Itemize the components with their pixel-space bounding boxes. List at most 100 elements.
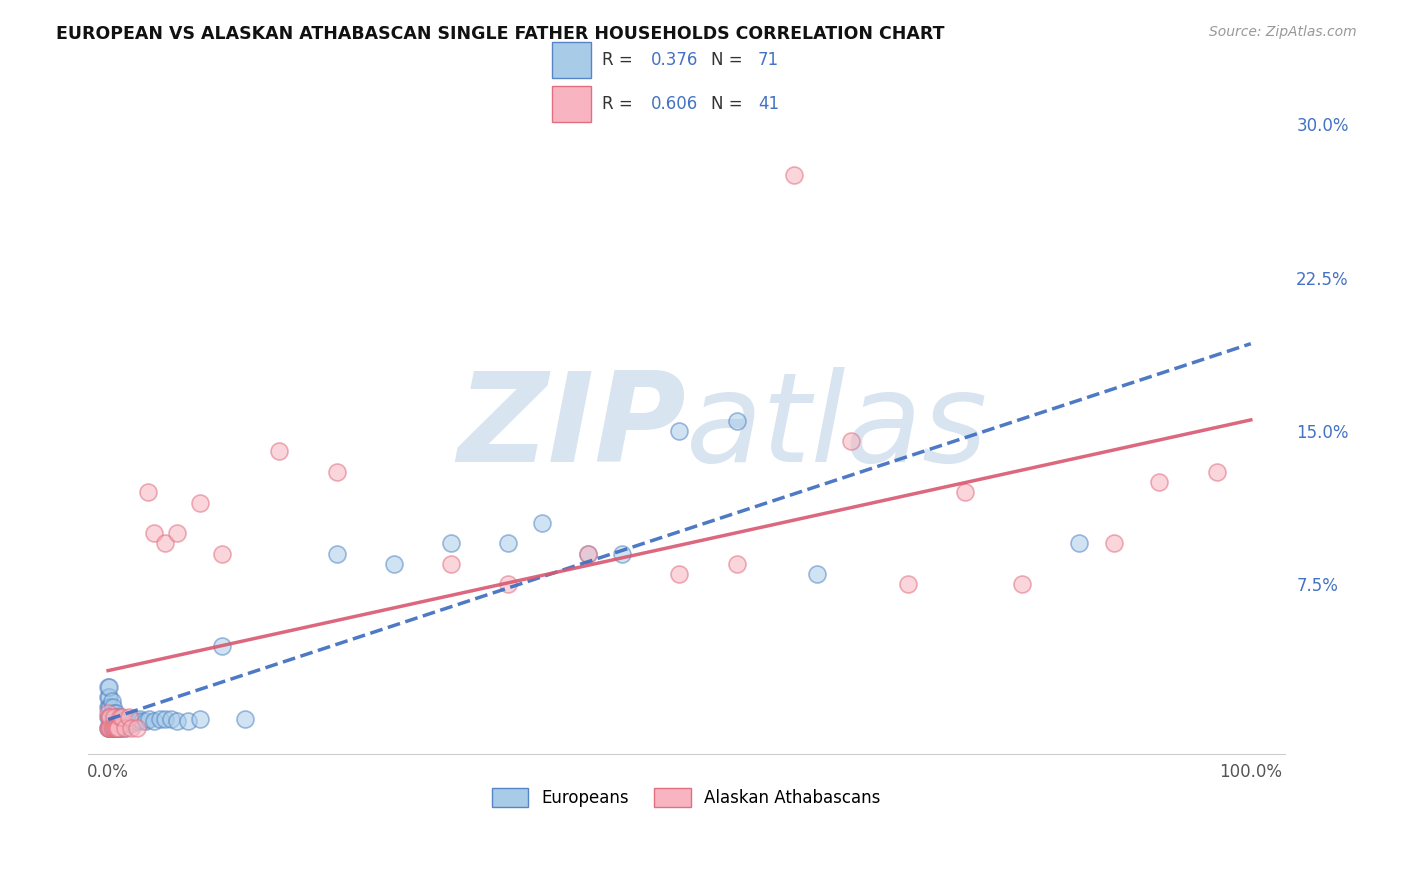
Point [118,710,141,724]
Text: atlas: atlas [686,367,988,488]
Point [806,567,828,582]
Point [382,557,405,571]
Point [1205,465,1227,479]
Point [98,680,121,694]
Bar [553,42,591,78]
Text: R =: R = [602,95,638,113]
Text: EUROPEAN VS ALASKAN ATHABASCAN SINGLE FATHER HOUSEHOLDS CORRELATION CHART: EUROPEAN VS ALASKAN ATHABASCAN SINGLE FA… [56,25,945,43]
Point [496,577,519,591]
Text: R =: R = [602,51,638,69]
Point [105,721,128,735]
Point [105,721,128,735]
Point [100,721,122,735]
Point [188,495,211,509]
Point [98,700,121,714]
Point [496,536,519,550]
Point [576,547,599,561]
Point [1069,536,1091,550]
Point [107,721,129,735]
Point [136,485,159,500]
Point [325,465,347,479]
Point [440,536,463,550]
Point [166,526,188,541]
Point [897,577,920,591]
Point [131,714,153,729]
Point [101,721,124,735]
Point [440,557,463,571]
Point [98,710,121,724]
Point [114,721,136,735]
Point [97,690,120,704]
Point [155,713,177,727]
Text: Source: ZipAtlas.com: Source: ZipAtlas.com [1209,25,1357,39]
Point [839,434,862,449]
Point [105,710,128,724]
Point [97,680,120,694]
Point [166,714,188,729]
Point [108,714,131,729]
Point [108,710,131,724]
Point [97,710,120,724]
Point [104,721,127,735]
Text: N =: N = [711,51,748,69]
Point [177,714,200,729]
Point [103,714,125,729]
Point [122,714,145,729]
Text: N =: N = [711,95,748,113]
Point [269,444,291,458]
Point [97,700,120,714]
Point [125,721,148,735]
Text: 71: 71 [758,51,779,69]
Point [211,547,233,561]
Point [111,710,134,724]
Legend: Europeans, Alaskan Athabascans: Europeans, Alaskan Athabascans [485,781,887,814]
Point [135,714,157,729]
Point [100,700,122,714]
Point [612,547,634,561]
Point [101,710,124,724]
Point [953,485,976,500]
Point [100,721,122,735]
Point [108,721,131,735]
Point [120,716,142,731]
Point [100,721,122,735]
Point [138,713,160,727]
Bar [553,87,591,122]
Point [668,567,690,582]
Point [107,710,129,724]
Point [725,557,748,571]
Point [112,714,135,729]
Point [107,721,129,735]
Point [100,710,122,724]
Point [118,714,141,729]
Point [105,706,128,721]
Point [105,721,128,735]
Point [97,721,120,735]
Point [103,710,125,724]
Point [142,526,165,541]
Point [103,721,125,735]
Point [104,710,127,724]
Text: 41: 41 [758,95,779,113]
Point [100,706,122,721]
Point [98,721,121,735]
Point [1102,536,1125,550]
Point [100,721,122,735]
Point [233,713,256,727]
Point [103,721,125,735]
Point [104,721,127,735]
Point [100,714,122,729]
Point [325,547,347,561]
Point [97,721,120,735]
Point [576,547,599,561]
Point [114,721,136,735]
Point [1011,577,1033,591]
Text: 0.376: 0.376 [651,51,699,69]
Point [98,721,121,735]
Point [105,721,128,735]
Point [148,713,170,727]
Point [125,714,148,729]
Point [100,694,122,708]
Point [98,710,121,724]
Point [188,713,211,727]
